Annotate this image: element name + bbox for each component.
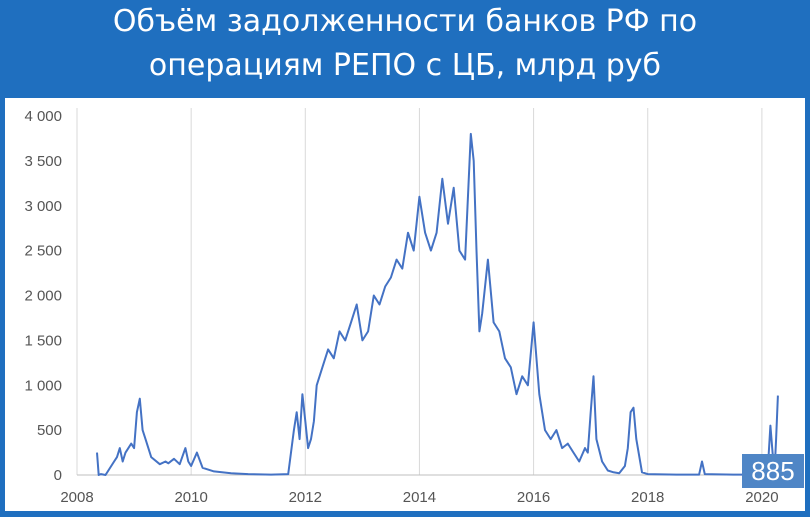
x-tick-label: 2008 <box>60 489 93 506</box>
chart-title-line-2: операциям РЕПО с ЦБ, млрд руб <box>148 48 662 83</box>
y-tick-label: 2 500 <box>24 243 62 260</box>
y-tick-label: 3 500 <box>24 153 62 170</box>
line-chart: 0 500 1 000 1 500 2 000 2 500 3 000 3 500 4 000 2… <box>24 108 779 506</box>
y-tick-label: 0 <box>54 467 62 484</box>
y-tick-label: 500 <box>37 422 62 439</box>
y-tick-label: 2 000 <box>24 288 62 305</box>
x-tick-label: 2014 <box>403 489 436 506</box>
x-tick-label: 2020 <box>745 489 778 506</box>
x-tick-label: 2018 <box>631 489 664 506</box>
chart-title: Объём задолженности банков РФ по операци… <box>0 0 810 96</box>
latest-value-callout: 885 <box>742 454 804 488</box>
x-tick-label: 2010 <box>174 489 207 506</box>
y-tick-label: 1 500 <box>24 332 62 349</box>
x-tick-label: 2012 <box>289 489 322 506</box>
series-line <box>96 132 779 476</box>
y-tick-label: 3 000 <box>24 198 62 215</box>
chart-title-line-1: Объём задолженности банков РФ по <box>112 4 698 39</box>
y-tick-label: 1 000 <box>24 377 62 394</box>
plot-area: 0 500 1 000 1 500 2 000 2 500 3 000 3 500 4 000 2… <box>5 98 805 511</box>
y-tick-label: 4 000 <box>24 108 62 125</box>
x-tick-label: 2016 <box>517 489 550 506</box>
